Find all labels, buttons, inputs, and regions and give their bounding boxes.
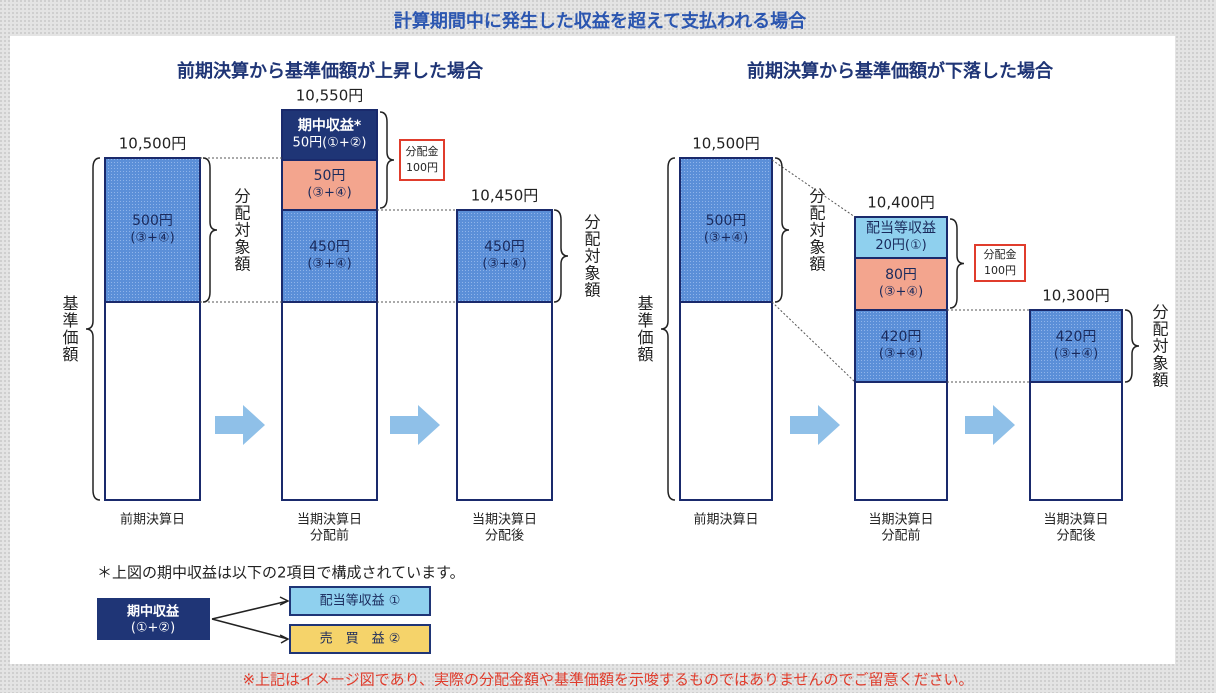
segment — [854, 309, 948, 383]
segment-label: 450円 — [309, 239, 350, 255]
price-label: 10,550円 — [296, 87, 364, 105]
segment-sublabel: (③+④) — [307, 257, 351, 272]
segment — [854, 257, 948, 311]
arrow — [215, 405, 265, 445]
price-label: 10,400円 — [867, 194, 935, 212]
brace — [660, 157, 676, 501]
legend-arrows — [211, 596, 290, 644]
nav-label: 基準価額 — [635, 295, 654, 363]
legend-note: ＊上図の期中収益は以下の2項目で構成されています。 — [97, 564, 465, 582]
date-label: 分配前 — [881, 528, 920, 544]
segment-sublabel: (③+④) — [130, 231, 174, 246]
column: 期中収益* 50円(①+②) 50円 (③+④) 450円 (③+④) 10,550円当期決… — [281, 87, 378, 544]
distributable-label: 分配対象額 — [807, 188, 826, 273]
price-label: 10,300円 — [1042, 287, 1110, 305]
segment — [679, 157, 773, 303]
date-label: 当期決算日 — [472, 513, 537, 528]
legend-item-box — [289, 624, 431, 654]
date-label: 当期決算日 — [868, 513, 933, 528]
brace — [85, 157, 101, 501]
brace — [949, 218, 965, 309]
dotted-guide — [771, 159, 856, 218]
segment — [1029, 309, 1123, 383]
brace — [202, 157, 218, 303]
subtitle: 前期決算から基準価額が下落した場合 — [747, 60, 1054, 82]
price-label: 10,450円 — [471, 187, 539, 205]
segment-sublabel: (③+④) — [879, 285, 923, 300]
distribution-value: 100円 — [984, 264, 1016, 277]
segment-sublabel: (③+④) — [307, 186, 351, 201]
date-label: 分配前 — [310, 528, 349, 544]
distribution-label: 分配金 — [406, 145, 439, 158]
subtitle: 前期決算から基準価額が上昇した場合 — [177, 60, 484, 82]
segment-label: 420円 — [881, 329, 922, 345]
segment-label: 500円 — [132, 213, 173, 229]
brace — [774, 157, 790, 303]
segment-sublabel: (③+④) — [1054, 347, 1098, 362]
segment-sublabel: 50円(①+②) — [293, 136, 367, 151]
distributable-label: 分配対象額 — [582, 214, 601, 299]
segment-label: 420円 — [1056, 329, 1097, 345]
date-label: 前期決算日 — [120, 512, 185, 528]
segment — [281, 209, 378, 303]
nav-label: 基準価額 — [60, 295, 79, 363]
legend: 期中収益 (①+②) 配当等収益 ① 売 買 益 ② — [97, 586, 431, 654]
segment-label: 50円 — [314, 168, 346, 184]
distribution-value: 100円 — [406, 161, 438, 174]
segment-sublabel: 20円(①) — [875, 238, 926, 253]
title: 計算期間中に発生した収益を超えて支払われる場合 — [394, 10, 807, 32]
distribution-box — [399, 139, 445, 181]
distributable-label: 分配対象額 — [1150, 304, 1169, 389]
segment-label: 80円 — [885, 267, 917, 283]
legend-source-sub: (①+②) — [131, 621, 175, 636]
arrow — [390, 405, 440, 445]
arrow — [790, 405, 840, 445]
segment-label: 配当等収益 — [866, 220, 936, 237]
panel — [10, 36, 1175, 664]
date-label: 分配後 — [1056, 529, 1095, 544]
price-label: 10,500円 — [119, 135, 187, 153]
segment-label: 期中収益* — [298, 117, 362, 134]
distributable-label: 分配対象額 — [232, 188, 251, 273]
segment-sublabel: (③+④) — [704, 231, 748, 246]
legend-item-box — [289, 586, 431, 616]
price-label: 10,500円 — [692, 135, 760, 153]
legend-source-label: 期中収益 — [127, 604, 180, 620]
date-label: 前期決算日 — [693, 512, 758, 528]
distribution-label: 分配金 — [984, 248, 1017, 261]
brace — [553, 209, 569, 303]
date-label: 分配後 — [485, 529, 524, 544]
segment-sublabel: (③+④) — [879, 347, 923, 362]
legend-item: 配当等収益 ① — [320, 593, 401, 609]
segment-sublabel: (③+④) — [482, 257, 526, 272]
brace — [1124, 309, 1140, 383]
segment — [281, 109, 378, 161]
legend-source-box — [97, 598, 210, 640]
footer-note: ※上記はイメージ図であり、実際の分配金額や基準価額を示唆するものではありませんの… — [242, 671, 973, 689]
segment-label: 500円 — [706, 213, 747, 229]
date-label: 当期決算日 — [297, 513, 362, 528]
arrow — [965, 405, 1015, 445]
segment — [456, 209, 553, 303]
dotted-guide — [771, 301, 856, 383]
segment — [104, 157, 201, 303]
brace — [379, 111, 395, 209]
segment-label: 450円 — [484, 239, 525, 255]
distribution-box — [974, 244, 1026, 282]
date-label: 当期決算日 — [1043, 513, 1108, 528]
legend-item: 売 買 益 ② — [320, 631, 401, 647]
